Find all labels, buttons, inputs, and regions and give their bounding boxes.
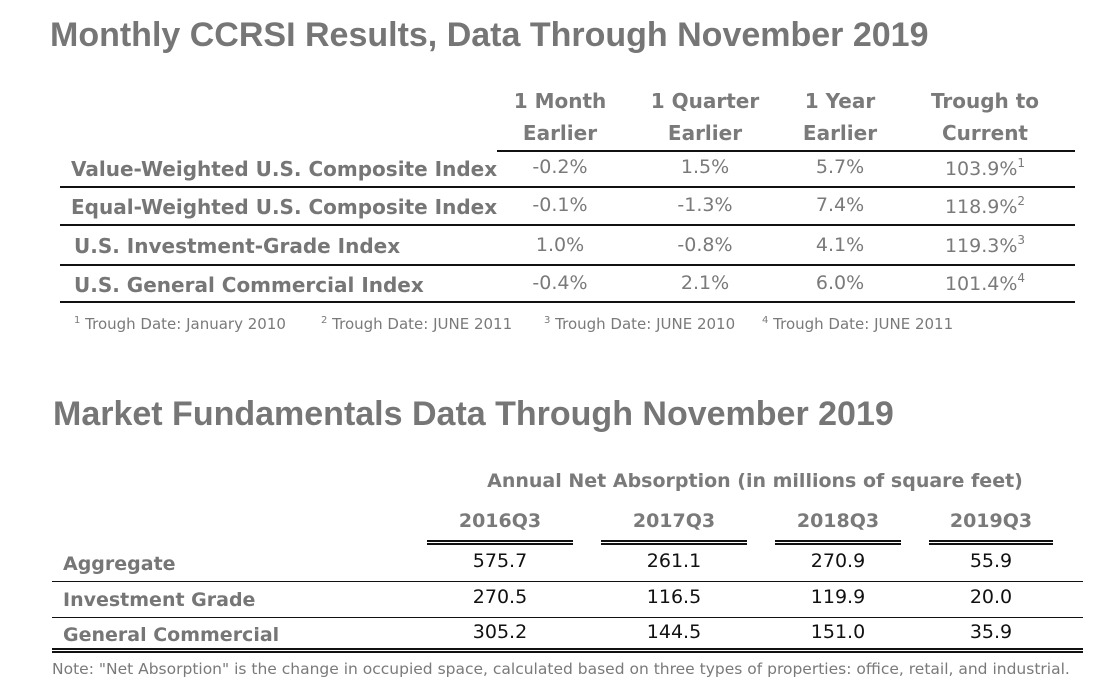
header-double-rule <box>929 540 1053 545</box>
footnote-num: 1 <box>74 315 81 326</box>
col-header-line2: Current <box>941 121 1028 145</box>
market-cell: 144.5 <box>646 621 702 643</box>
ccrsi-row-label: U.S. Investment-Grade Index <box>74 234 401 258</box>
market-col-header: 2019Q3 <box>949 510 1033 532</box>
market-note: Note: "Net Absorption" is the change in … <box>52 660 1070 678</box>
footnote-ref: 4 <box>1017 271 1026 285</box>
trough-value: 103.9% <box>944 158 1018 180</box>
table-bottom-double-rule <box>52 648 1083 653</box>
ccrsi-cell-trough: 119.3%3 <box>925 233 1045 257</box>
col-header-1-month: 1 Month Earlier <box>495 85 625 149</box>
market-col-header: 2018Q3 <box>796 510 880 532</box>
trough-value: 119.3% <box>944 235 1018 257</box>
ccrsi-title: Monthly CCRSI Results, Data Through Nove… <box>50 16 929 54</box>
ccrsi-cell-trough: 118.9%2 <box>925 194 1045 218</box>
trough-value: 101.4% <box>944 273 1018 295</box>
market-col-header: 2017Q3 <box>632 510 716 532</box>
market-row-label: Aggregate <box>63 553 176 575</box>
ccrsi-cell-year: 4.1% <box>815 234 865 256</box>
header-double-rule <box>601 540 747 545</box>
market-cell: 116.5 <box>646 586 702 608</box>
col-header-line1: Trough to <box>930 89 1040 113</box>
market-col-header: 2016Q3 <box>458 510 542 532</box>
trough-value: 118.9% <box>944 196 1018 218</box>
row-rule <box>60 301 1075 303</box>
footnote-text: Trough Date: JUNE 2010 <box>550 315 736 333</box>
market-cell: 270.5 <box>472 586 528 608</box>
ccrsi-cell-year: 6.0% <box>815 272 865 294</box>
market-cell: 575.7 <box>472 550 528 572</box>
market-cell: 55.9 <box>969 550 1013 572</box>
header-double-rule <box>775 540 901 545</box>
ccrsi-cell-quarter: 1.5% <box>680 156 730 178</box>
market-cell: 261.1 <box>646 550 702 572</box>
footnote-num: 4 <box>762 315 769 326</box>
footnote: 4 Trough Date: JUNE 2011 <box>762 315 953 333</box>
footnote: 2 Trough Date: JUNE 2011 <box>321 315 512 333</box>
col-header-1-quarter: 1 Quarter Earlier <box>640 85 770 149</box>
footnote-ref: 2 <box>1017 194 1026 208</box>
ccrsi-cell-quarter: -0.8% <box>677 234 733 256</box>
market-title: Market Fundamentals Data Through Novembe… <box>53 395 894 433</box>
ccrsi-cell-year: 5.7% <box>815 156 865 178</box>
row-rule <box>60 224 1075 226</box>
ccrsi-row-label: Value-Weighted U.S. Composite Index <box>71 157 498 181</box>
ccrsi-row-label: Equal-Weighted U.S. Composite Index <box>71 195 498 219</box>
footnote-ref: 1 <box>1017 156 1026 170</box>
market-cell: 20.0 <box>969 586 1013 608</box>
market-cell: 151.0 <box>810 621 866 643</box>
row-rule <box>52 581 1083 582</box>
row-rule <box>52 617 1083 618</box>
ccrsi-cell-quarter: -1.3% <box>677 194 733 216</box>
footnote: 3 Trough Date: JUNE 2010 <box>544 315 735 333</box>
col-header-line2: Earlier <box>522 121 598 145</box>
market-cell: 119.9 <box>810 586 866 608</box>
ccrsi-row-label: U.S. General Commercial Index <box>74 273 424 297</box>
market-row-label: General Commercial <box>63 624 280 646</box>
market-cell: 270.9 <box>810 550 866 572</box>
ccrsi-cell-quarter: 2.1% <box>680 272 730 294</box>
row-rule <box>60 264 1075 266</box>
market-cell: 35.9 <box>969 621 1013 643</box>
footnote-ref: 3 <box>1017 233 1026 247</box>
ccrsi-cell-month: 1.0% <box>535 234 585 256</box>
col-header-1-year: 1 Year Earlier <box>775 85 905 149</box>
ccrsi-cell-month: -0.4% <box>532 272 588 294</box>
market-subtitle: Annual Net Absorption (in millions of sq… <box>487 470 1023 492</box>
row-rule <box>60 186 1075 188</box>
col-header-line1: 1 Year <box>804 89 876 113</box>
market-cell: 305.2 <box>472 621 528 643</box>
footnote-text: Trough Date: January 2010 <box>80 315 286 333</box>
market-row-label: Investment Grade <box>63 589 256 611</box>
footnote-text: Trough Date: JUNE 2011 <box>327 315 513 333</box>
header-rule <box>497 150 1075 152</box>
footnote-num: 3 <box>544 315 551 326</box>
ccrsi-cell-month: -0.1% <box>532 194 588 216</box>
header-double-rule <box>427 540 573 545</box>
col-header-trough-to-current: Trough to Current <box>915 85 1055 149</box>
ccrsi-cell-month: -0.2% <box>532 156 588 178</box>
col-header-line2: Earlier <box>802 121 878 145</box>
footnote: 1 Trough Date: January 2010 <box>74 315 286 333</box>
col-header-line2: Earlier <box>667 121 743 145</box>
col-header-line1: 1 Quarter <box>650 89 760 113</box>
ccrsi-cell-year: 7.4% <box>815 194 865 216</box>
col-header-line1: 1 Month <box>513 89 607 113</box>
footnote-text: Trough Date: JUNE 2011 <box>768 315 954 333</box>
footnote-num: 2 <box>321 315 328 326</box>
ccrsi-cell-trough: 101.4%4 <box>925 271 1045 295</box>
ccrsi-cell-trough: 103.9%1 <box>925 156 1045 180</box>
